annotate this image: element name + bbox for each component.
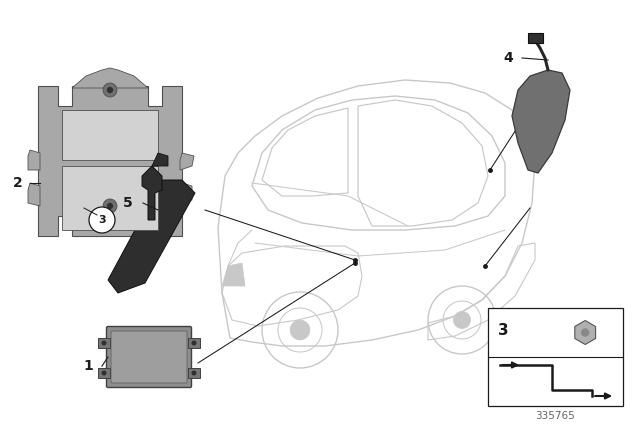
Bar: [528, 33, 543, 43]
Polygon shape: [62, 166, 158, 230]
Text: 3: 3: [498, 323, 509, 337]
Circle shape: [581, 328, 589, 337]
Polygon shape: [28, 183, 40, 206]
Circle shape: [103, 199, 117, 213]
Circle shape: [102, 340, 106, 345]
Bar: [188, 368, 200, 378]
Circle shape: [107, 203, 113, 209]
FancyBboxPatch shape: [111, 331, 187, 383]
Circle shape: [107, 87, 113, 93]
Text: 5: 5: [123, 196, 133, 210]
Polygon shape: [62, 110, 158, 160]
Polygon shape: [180, 153, 194, 170]
Polygon shape: [152, 153, 168, 166]
Text: 4: 4: [503, 51, 513, 65]
Bar: [98, 338, 110, 348]
Polygon shape: [72, 68, 148, 88]
Circle shape: [191, 340, 196, 345]
Polygon shape: [222, 263, 245, 286]
Bar: [188, 338, 200, 348]
Polygon shape: [180, 183, 192, 203]
Polygon shape: [38, 86, 182, 236]
Circle shape: [103, 83, 117, 97]
FancyBboxPatch shape: [106, 327, 191, 388]
Bar: [98, 368, 110, 378]
Polygon shape: [28, 150, 40, 170]
Text: 2: 2: [13, 176, 23, 190]
Circle shape: [454, 311, 470, 328]
Circle shape: [102, 370, 106, 375]
Text: 3: 3: [98, 215, 106, 225]
Text: 335765: 335765: [536, 411, 575, 421]
Polygon shape: [108, 180, 195, 293]
Polygon shape: [512, 70, 570, 173]
Polygon shape: [142, 166, 162, 220]
Circle shape: [191, 370, 196, 375]
Circle shape: [89, 207, 115, 233]
Text: 1: 1: [83, 359, 93, 373]
Bar: [488, 308, 623, 406]
Circle shape: [290, 320, 310, 340]
